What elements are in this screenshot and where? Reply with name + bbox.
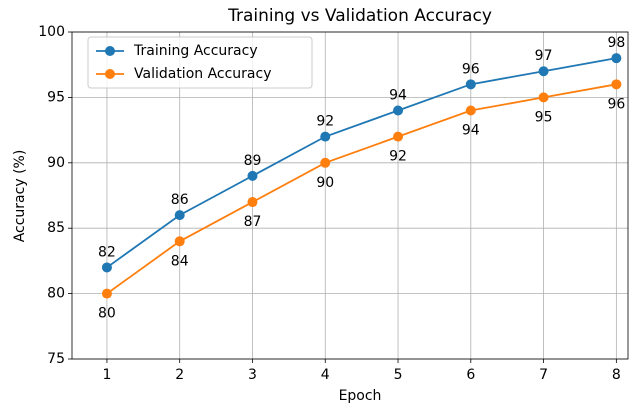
- point: [101, 262, 112, 273]
- data-label: 92: [389, 149, 407, 165]
- point: [538, 66, 549, 77]
- point: [174, 210, 185, 221]
- x-tick-label: 1: [102, 367, 111, 383]
- legend-label: Validation Accuracy: [134, 66, 272, 82]
- point: [320, 157, 331, 168]
- data-label: 86: [171, 192, 189, 208]
- data-label: 96: [607, 96, 625, 112]
- point: [465, 105, 476, 116]
- point: [247, 170, 258, 181]
- point: [320, 131, 331, 142]
- legend-marker: [105, 46, 115, 56]
- data-label: 98: [607, 35, 625, 51]
- legend-marker: [105, 69, 115, 79]
- x-tick-label: 6: [466, 367, 475, 383]
- point: [611, 53, 622, 64]
- y-tick-label: 80: [47, 286, 65, 302]
- point: [393, 131, 404, 142]
- data-label: 89: [244, 153, 262, 169]
- plot-frame: [71, 31, 629, 360]
- x-tick-label: 4: [321, 367, 330, 383]
- x-tick-label: 8: [612, 367, 621, 383]
- data-label: 97: [535, 48, 553, 64]
- chart-title: Training vs Validation Accuracy: [227, 6, 492, 26]
- data-label: 80: [98, 306, 116, 322]
- data-label: 90: [316, 175, 334, 191]
- point: [611, 79, 622, 90]
- y-tick-label: 95: [47, 89, 65, 105]
- x-tick-label: 7: [539, 367, 548, 383]
- point: [465, 79, 476, 90]
- x-tick-label: 3: [248, 367, 257, 383]
- y-axis-label: Accuracy (%): [12, 150, 28, 243]
- data-label: 95: [535, 109, 553, 125]
- series-line: [106, 83, 617, 295]
- data-label: 96: [462, 61, 480, 77]
- legend: Training Accuracy Validation Accuracy: [87, 36, 313, 89]
- data-label: 82: [98, 244, 116, 260]
- point: [101, 288, 112, 299]
- data-label: 92: [316, 114, 334, 130]
- legend-label: Training Accuracy: [133, 43, 258, 59]
- data-label: 94: [462, 122, 480, 138]
- point: [247, 197, 258, 208]
- data-label: 87: [244, 214, 262, 230]
- y-tick-label: 75: [47, 351, 65, 367]
- data-label: 94: [389, 87, 407, 103]
- data-label: 84: [171, 253, 189, 269]
- point: [393, 105, 404, 116]
- series-line: [106, 57, 617, 269]
- point: [538, 92, 549, 103]
- y-tick-label: 100: [38, 24, 65, 40]
- x-tick-label: 5: [394, 367, 403, 383]
- point: [174, 236, 185, 247]
- x-axis-label: Epoch: [339, 388, 382, 404]
- y-tick-label: 90: [47, 155, 65, 171]
- x-tick-label: 2: [175, 367, 184, 383]
- y-tick-label: 85: [47, 220, 65, 236]
- legend-frame: [87, 36, 313, 89]
